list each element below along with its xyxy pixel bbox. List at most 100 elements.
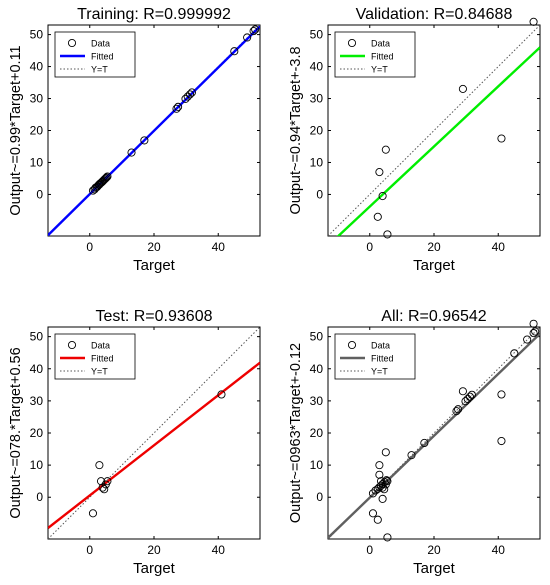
- chart-title: Training: R=0.999992: [77, 6, 231, 23]
- data-point: [100, 485, 109, 494]
- x-tick-label: 40: [492, 543, 506, 557]
- y-axis-label: Output~=0963*Target+-0.12: [288, 343, 304, 523]
- chart-title: Test: R=0.93608: [96, 308, 213, 325]
- x-tick-label: 20: [147, 543, 161, 557]
- y-tick-label: 0: [36, 187, 43, 201]
- data-point: [378, 191, 387, 201]
- legend-marker-data: [67, 340, 77, 350]
- data-point: [497, 134, 506, 143]
- data-point: [463, 394, 472, 404]
- data-point: [497, 436, 506, 446]
- x-tick-label: 0: [86, 240, 93, 254]
- x-tick-label: 20: [427, 543, 441, 557]
- x-tick-label: 0: [366, 240, 373, 254]
- legend: Data Fitted Y=T: [334, 333, 416, 380]
- y-tick-label: 20: [30, 124, 44, 138]
- data-point: [381, 448, 390, 457]
- x-tick-label: 40: [492, 240, 506, 254]
- subplot-2: 0 20 40 0 10 20 30 40 50 Data Fitted Y=T Validation:…: [288, 6, 541, 274]
- data-point: [140, 136, 149, 145]
- data-point: [375, 470, 384, 479]
- data-point: [380, 485, 389, 494]
- data-point: [382, 476, 391, 485]
- y-tick-label: 20: [30, 426, 44, 440]
- data-point: [407, 451, 416, 460]
- data-point: [465, 392, 475, 401]
- data-point: [181, 94, 190, 103]
- data-point: [383, 477, 392, 486]
- y-axis-label: Output~=0.94*Target+-3.8: [288, 46, 304, 214]
- data-point: [383, 533, 392, 542]
- data-point: [497, 390, 506, 399]
- legend-marker-data: [347, 340, 357, 350]
- x-axis-label: Target: [413, 257, 456, 274]
- subplot-1: 0 20 40 0 10 20 30 40 50 Data Fitted Y=T Training: R…: [8, 6, 261, 274]
- y-axis-label: Output~=0.99*Target+0.11: [8, 45, 24, 215]
- y-axis-label: Output~=078.*Target+0.56: [8, 347, 24, 518]
- y-tick-label: 50: [310, 28, 324, 42]
- x-axis-label: Target: [133, 560, 176, 577]
- y-tick-label: 40: [30, 362, 44, 376]
- legend: Data Fitted Y=T: [54, 31, 136, 78]
- data-point: [172, 104, 181, 113]
- x-tick-label: 40: [212, 240, 226, 254]
- line-layer: [328, 327, 540, 539]
- x-tick-label: 20: [147, 240, 161, 254]
- legend-label: Y=T: [371, 367, 388, 377]
- legend-marker-data: [347, 38, 357, 48]
- data-point: [529, 17, 538, 26]
- data-point: [217, 390, 226, 399]
- y-tick-label: 20: [310, 426, 324, 440]
- x-axis-label: Target: [413, 560, 456, 577]
- fitted-line: [48, 361, 260, 529]
- y-tick-label: 40: [30, 60, 44, 74]
- data-point: [368, 489, 378, 498]
- legend: Data Fitted Y=T: [334, 31, 416, 78]
- y-tick-label: 10: [30, 458, 44, 472]
- legend-label: Y=T: [91, 65, 108, 75]
- data-point: [88, 509, 98, 518]
- subplot-3: 0 20 40 0 10 20 30 40 50 Data Fitted Y=T Test: R=0.9…: [8, 308, 261, 577]
- y-tick-label: 0: [316, 187, 323, 201]
- x-tick-label: 0: [86, 543, 93, 557]
- legend-label: Fitted: [91, 354, 114, 364]
- data-point: [467, 390, 476, 399]
- data-point: [531, 327, 540, 336]
- legend-label: Y=T: [91, 367, 108, 377]
- y-tick-label: 50: [30, 330, 44, 344]
- legend-box: [54, 31, 136, 78]
- data-point: [368, 509, 378, 518]
- legend-marker-data: [67, 38, 77, 48]
- legend: Data Fitted Y=T: [54, 333, 136, 380]
- x-tick-label: 40: [212, 543, 226, 557]
- data-point: [461, 397, 470, 406]
- y-tick-label: 0: [36, 490, 43, 504]
- y-tick-label: 10: [310, 155, 324, 169]
- legend-label: Fitted: [371, 354, 394, 364]
- line-layer: [48, 25, 260, 236]
- data-point: [243, 33, 252, 42]
- legend-label: Data: [371, 341, 390, 351]
- data-point: [375, 461, 384, 470]
- y-tick-label: 10: [310, 458, 324, 472]
- data-point: [458, 84, 467, 93]
- data-point: [383, 230, 392, 239]
- x-axis-label: Target: [133, 257, 176, 274]
- data-point: [101, 174, 110, 183]
- data-point: [103, 477, 112, 486]
- data-point: [454, 405, 463, 414]
- data-point: [249, 27, 258, 36]
- chart-title: All: R=0.96542: [381, 308, 487, 325]
- fitted-line: [48, 25, 260, 236]
- y-tick-label: 30: [310, 92, 324, 106]
- identity-line: [328, 25, 540, 236]
- x-tick-label: 20: [427, 240, 441, 254]
- y-tick-label: 40: [310, 60, 324, 74]
- fitted-line: [336, 46, 540, 236]
- data-point: [458, 387, 467, 396]
- line-layer: [48, 327, 260, 539]
- y-tick-label: 30: [30, 394, 44, 408]
- data-point: [523, 335, 532, 344]
- y-tick-label: 40: [310, 362, 324, 376]
